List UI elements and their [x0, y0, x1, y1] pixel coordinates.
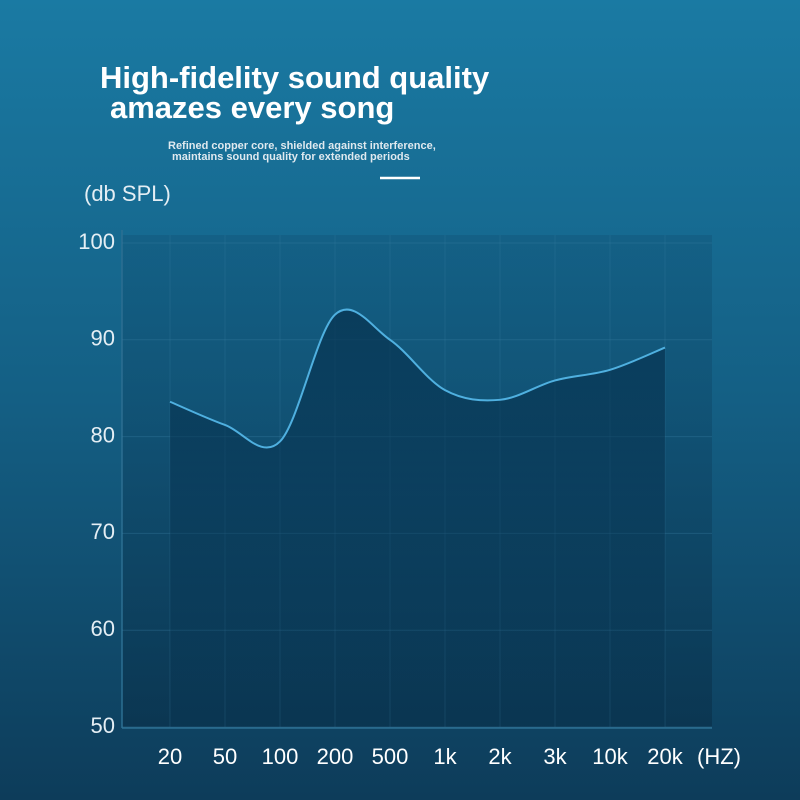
line [169, 308, 666, 449]
x-tick-label: 20 [158, 744, 182, 769]
y-tick-label: 60 [91, 616, 115, 641]
x-axis-label: (HZ) [697, 744, 741, 769]
x-tick-label: 100 [262, 744, 299, 769]
subtitle-line: maintains sound quality for extended per… [172, 151, 410, 163]
x-tick-label: 200 [317, 744, 354, 769]
y-axis-label: (db SPL) [84, 181, 171, 206]
x-tick-label: 20k [647, 744, 683, 769]
y-tick-label: 70 [91, 519, 115, 544]
y-tick-label: 50 [91, 713, 115, 738]
x-tick-label: 2k [488, 744, 512, 769]
line-area [170, 309, 665, 727]
y-tick-label: 100 [78, 229, 115, 254]
x-tick-label: 50 [213, 744, 237, 769]
subtitle-line: Refined copper core, shielded against in… [168, 140, 436, 152]
x-tick-label: 10k [592, 744, 628, 769]
x-tick-label: 1k [433, 744, 457, 769]
title-line: High-fidelity sound quality [100, 60, 490, 95]
x-tick-label: 3k [543, 744, 567, 769]
x-tick-label: 500 [372, 744, 409, 769]
y-tick-label: 90 [91, 326, 115, 351]
title-line: amazes every song [110, 90, 394, 125]
y-tick-label: 80 [91, 422, 115, 447]
